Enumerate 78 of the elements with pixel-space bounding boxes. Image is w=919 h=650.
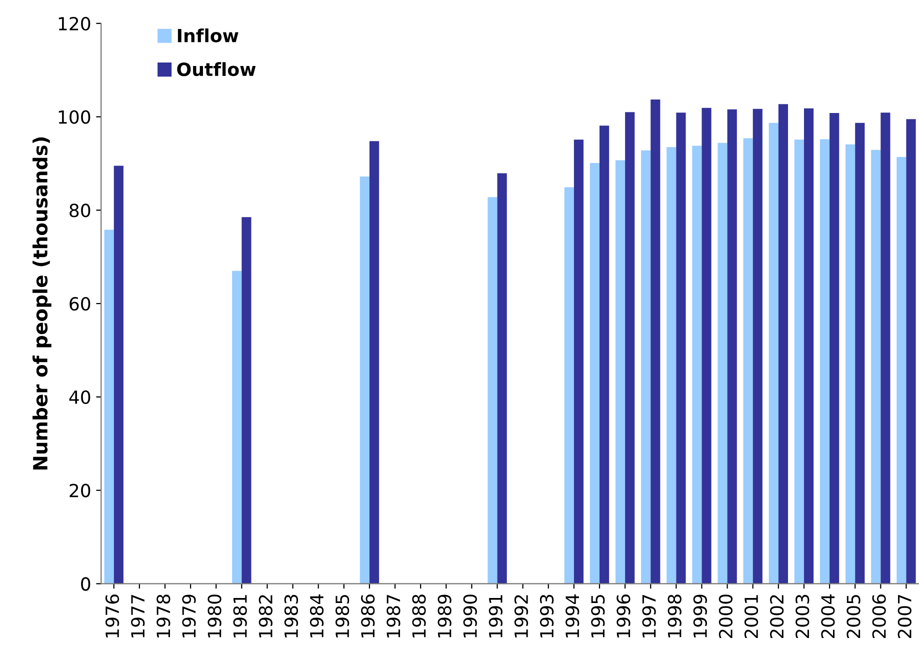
bar: [114, 166, 124, 584]
x-tick-label: 1983: [284, 594, 298, 638]
bar: [564, 187, 574, 584]
bar: [692, 146, 702, 584]
bar: [830, 113, 840, 584]
bar: [794, 140, 804, 584]
bar: [497, 173, 507, 584]
x-tick-label: 1994: [566, 594, 580, 638]
x-tick-label: 1992: [514, 595, 528, 638]
bar: [752, 108, 762, 584]
bar: [702, 108, 712, 584]
bar: [650, 100, 660, 584]
bar: [104, 230, 114, 584]
bar: [360, 176, 370, 584]
x-tick-label: 1980: [208, 594, 222, 638]
bar: [615, 160, 626, 584]
x-tick-label: 2000: [718, 594, 733, 638]
x-tick-label: 1991: [488, 595, 503, 638]
x-tick-label: 2001: [744, 595, 758, 638]
y-axis-title: Number of people (thousands): [32, 137, 52, 470]
x-tick-label: 2006: [872, 594, 886, 638]
bar: [906, 119, 916, 584]
y-tick-label: 20: [70, 484, 90, 498]
x-tick-label: 1999: [693, 594, 707, 638]
bar: [778, 104, 788, 584]
bar: [871, 150, 881, 584]
bar: [625, 112, 635, 584]
y-tick-label: 40: [69, 390, 90, 404]
bar: [369, 141, 380, 584]
bar: [804, 108, 814, 584]
bar: [232, 270, 242, 584]
x-tick-label: 1977: [131, 594, 145, 638]
x-tick-label: 2003: [796, 594, 810, 638]
bar: [666, 147, 676, 584]
x-tick-label: 1978: [156, 594, 170, 638]
bar: [574, 140, 584, 584]
x-tick-label: 1998: [668, 594, 682, 638]
x-tick-label: 2004: [821, 594, 835, 638]
x-tick-label: 2002: [770, 595, 784, 638]
bar: [718, 142, 728, 584]
y-tick-label: 120: [58, 16, 90, 31]
bar: [896, 156, 906, 584]
bar: [600, 126, 610, 584]
legend-label: Outflow: [177, 62, 256, 76]
bar: [855, 122, 865, 584]
x-tick-label: 1997: [642, 594, 656, 638]
bar: [641, 150, 651, 584]
x-tick-label: 1981: [233, 595, 247, 638]
x-tick-label: 1984: [310, 594, 324, 638]
bar: [676, 112, 686, 584]
y-tick-label: 100: [58, 110, 90, 124]
x-tick-label: 1986: [361, 594, 375, 638]
x-tick-label: 1982: [258, 595, 272, 638]
x-tick-label: 1995: [591, 595, 605, 638]
y-tick-label: 0: [81, 577, 90, 591]
y-tick-label: 80: [70, 204, 90, 218]
y-tick-label: 60: [70, 297, 90, 311]
bar: [880, 112, 890, 584]
x-tick-label: 2005: [846, 595, 860, 638]
x-tick-label: 1989: [438, 594, 452, 638]
bar: [846, 144, 856, 584]
x-tick-label: 1979: [182, 594, 196, 638]
x-tick-label: 2007: [898, 594, 912, 638]
x-tick-label: 1976: [105, 594, 120, 638]
bar: [743, 138, 753, 584]
bar: [727, 109, 737, 584]
legend-label: Inflow: [178, 28, 238, 42]
x-tick-label: 1996: [616, 594, 630, 638]
bar: [590, 163, 600, 584]
bar: [820, 139, 830, 584]
x-tick-label: 1988: [412, 594, 426, 638]
bar: [768, 122, 778, 584]
x-tick-label: 1987: [386, 594, 400, 638]
bar: [488, 197, 498, 584]
x-tick-label: 1990: [463, 594, 477, 638]
x-tick-label: 1985: [335, 595, 350, 638]
x-tick-label: 1993: [540, 594, 554, 638]
bar: [242, 217, 252, 584]
